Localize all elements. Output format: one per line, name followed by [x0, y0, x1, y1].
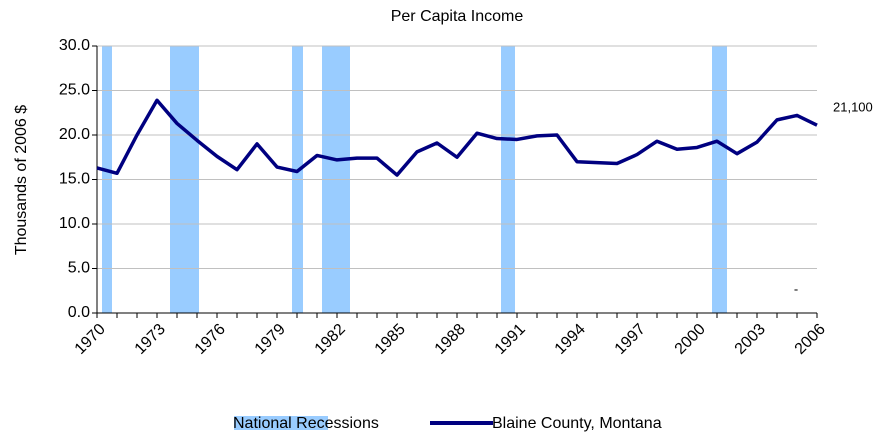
- x-tick-label: 2000: [672, 321, 709, 358]
- x-tick-label: 1988: [432, 321, 469, 358]
- x-tick-label: 1982: [312, 321, 349, 358]
- x-tick-label: 1970: [72, 321, 109, 358]
- legend-label: National Recessions: [233, 415, 379, 432]
- x-tick-label: 1994: [552, 321, 589, 358]
- y-tick-label: 5.0: [68, 260, 90, 277]
- x-tick-label: 1997: [612, 321, 649, 358]
- x-tick-label: 2006: [792, 321, 829, 358]
- y-axis-label: Thousands of 2006 $: [13, 105, 30, 255]
- x-tick-label: 1976: [192, 321, 229, 358]
- y-tick-label: 0.0: [68, 304, 90, 321]
- x-tick-label: 2003: [732, 321, 769, 358]
- x-tick-label: 1973: [132, 321, 169, 358]
- x-tick-label: 1985: [372, 321, 409, 358]
- annotation: -: [794, 281, 798, 296]
- value-label: 21,100: [833, 100, 873, 115]
- y-tick-label: 20.0: [59, 126, 90, 143]
- legend-label: Blaine County, Montana: [492, 415, 662, 432]
- income-line: [96, 98, 818, 177]
- chart-title: Per Capita Income: [391, 8, 524, 25]
- y-tick-label: 15.0: [59, 171, 90, 188]
- y-tick-label: 10.0: [59, 215, 90, 232]
- legend-swatch: [234, 416, 328, 430]
- y-tick-label: 25.0: [59, 82, 90, 99]
- x-tick-label: 1979: [252, 321, 289, 358]
- y-tick-label: 30.0: [59, 37, 90, 54]
- x-tick-label: 1991: [492, 321, 529, 358]
